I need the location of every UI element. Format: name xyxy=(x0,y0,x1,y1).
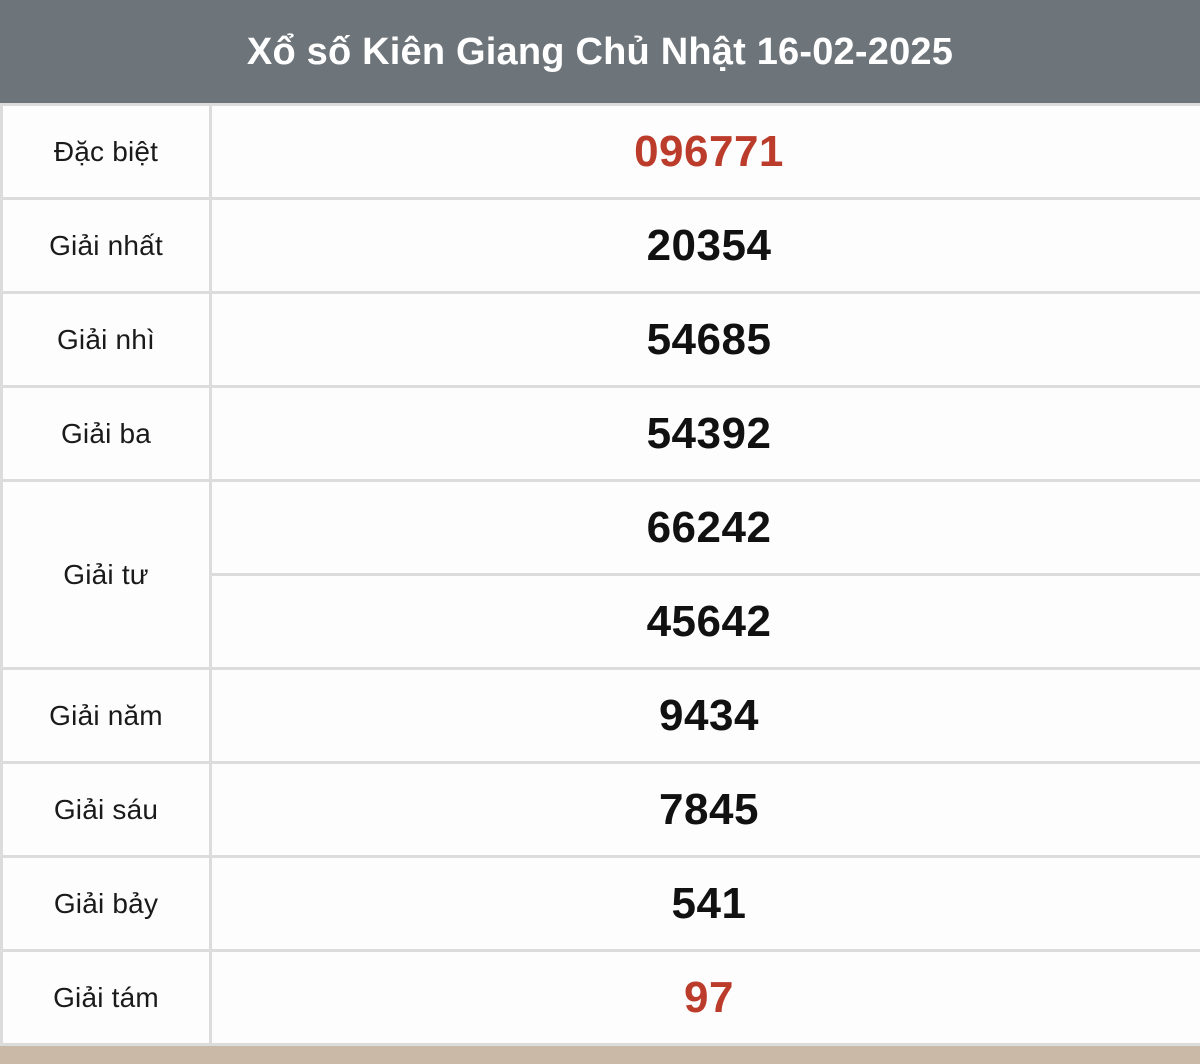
table-row: Giải tư66242334762824426887 xyxy=(0,479,1200,670)
prize-label-7: Giải sáu xyxy=(0,761,212,858)
prize-label-8: Giải bảy xyxy=(0,855,212,952)
prize-label-9: Giải tám xyxy=(0,949,212,1046)
table-row: Giải ba5439299036 xyxy=(0,385,1200,482)
table-row: Giải nhì 54685 xyxy=(0,291,1200,388)
page-title: Xổ số Kiên Giang Chủ Nhật 16-02-2025 xyxy=(246,30,954,73)
table-row: Giải tám 97 xyxy=(0,949,1200,1046)
prize-label-3: Giải nhì xyxy=(0,291,212,388)
lottery-result-table: Đặc biệt 096771 Giải nhất 20354 Giải nhì 5468… xyxy=(0,103,1200,1046)
prize-number-5-2-1: 45642 xyxy=(209,573,1200,670)
result-header: Xổ số Kiên Giang Chủ Nhật 16-02-2025 xyxy=(0,0,1200,103)
prize-number-9-1-1: 97 xyxy=(209,949,1200,1046)
prize-number-2-1-1: 20354 xyxy=(209,197,1200,294)
prize-label-1: Đặc biệt xyxy=(0,103,212,200)
prize-number-5-1-1: 66242 xyxy=(209,479,1200,576)
table-row: Giải bảy 541 xyxy=(0,855,1200,952)
prize-number-8-1-1: 541 xyxy=(209,855,1200,952)
lottery-result-body: Đặc biệt 096771 Giải nhất 20354 Giải nhì 5468… xyxy=(0,103,1200,1046)
prize-number-3-1-1: 54685 xyxy=(209,291,1200,388)
prize-label-4: Giải ba xyxy=(0,385,212,482)
table-row: Giải năm 9434 xyxy=(0,667,1200,764)
prize-number-7-1-1: 7845 xyxy=(209,761,1200,858)
prize-number-1-1-1: 096771 xyxy=(209,103,1200,200)
table-row: Đặc biệt 096771 xyxy=(0,103,1200,200)
prize-label-2: Giải nhất xyxy=(0,197,212,294)
prize-label-5: Giải tư xyxy=(0,479,212,670)
table-row: 456424482641738 xyxy=(2,573,1200,670)
prize-number-6-1-1: 9434 xyxy=(209,667,1200,764)
table-row: Giải nhất 20354 xyxy=(0,197,1200,294)
prize-label-6: Giải năm xyxy=(0,667,212,764)
prize-number-4-1-1: 54392 xyxy=(209,385,1200,482)
table-row: Giải sáu784560132342 xyxy=(0,761,1200,858)
